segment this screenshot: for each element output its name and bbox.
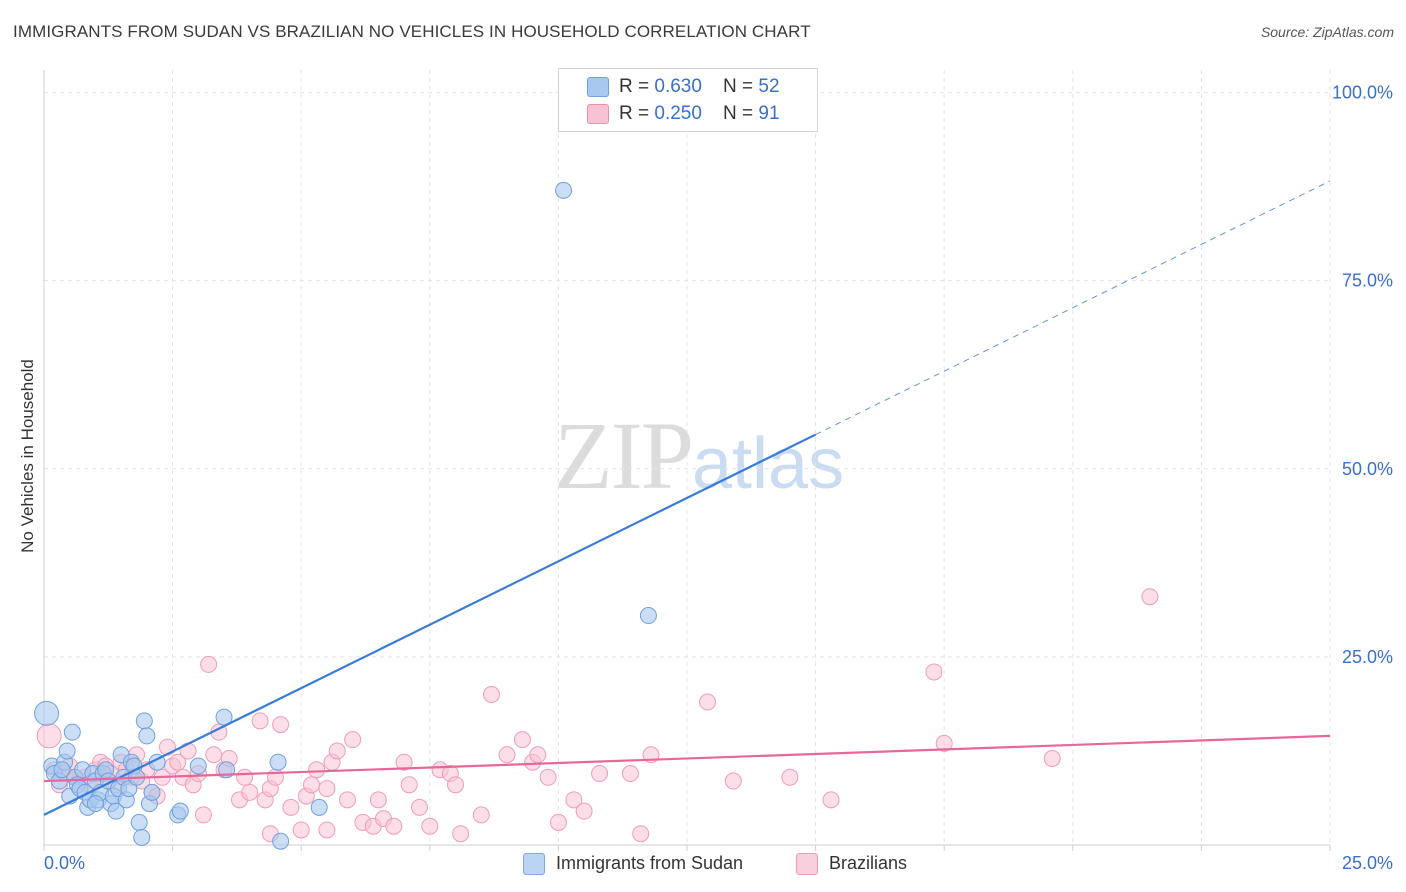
brazil-point bbox=[400, 776, 418, 794]
x-tick-label: 0.0% bbox=[44, 853, 85, 873]
sudan-point bbox=[269, 753, 287, 771]
chart-title: IMMIGRANTS FROM SUDAN VS BRAZILIAN NO VE… bbox=[13, 22, 811, 41]
brazil-point bbox=[328, 742, 346, 760]
sudan-point bbox=[138, 727, 156, 745]
x-tick-label: 25.0% bbox=[1342, 853, 1393, 873]
brazil-point bbox=[591, 765, 609, 783]
sudan-trend-line bbox=[43, 433, 817, 816]
brazil-point bbox=[338, 791, 356, 809]
brazil-point bbox=[200, 655, 218, 673]
brazil-point bbox=[385, 817, 403, 835]
brazil-point bbox=[205, 746, 223, 764]
brazil-point bbox=[421, 817, 439, 835]
brazil-point bbox=[411, 798, 429, 816]
sudan-point bbox=[53, 761, 71, 779]
legend-r-value: 0.250 bbox=[654, 103, 702, 124]
brazil-point bbox=[935, 734, 953, 752]
brazil-point bbox=[318, 821, 336, 839]
brazil-point bbox=[539, 768, 557, 786]
brazil-point bbox=[483, 686, 501, 704]
sudan-point bbox=[130, 813, 148, 831]
brazil-point bbox=[302, 776, 320, 794]
brazil-point bbox=[1043, 749, 1061, 767]
brazil-point bbox=[575, 802, 593, 820]
brazil-point bbox=[158, 738, 176, 756]
sudan-point bbox=[107, 802, 125, 820]
brazil-point bbox=[513, 731, 531, 749]
brazil-point bbox=[344, 731, 362, 749]
brazil-point bbox=[549, 813, 567, 831]
brazil-point bbox=[292, 821, 310, 839]
y-tick-label: 25.0% bbox=[1342, 647, 1393, 667]
legend-n-label: N = bbox=[723, 76, 759, 97]
sudan-point bbox=[63, 723, 81, 741]
watermark: ZIPatlas bbox=[554, 400, 844, 511]
brazil-point bbox=[472, 806, 490, 824]
legend-n-value: 52 bbox=[758, 76, 780, 97]
brazil-point bbox=[565, 791, 583, 809]
brazil-point bbox=[632, 825, 650, 843]
bottom-legend-label-sudan: Immigrants from Sudan bbox=[556, 853, 744, 873]
bottom-legend-swatch-brazil bbox=[796, 853, 818, 875]
brazil-point bbox=[925, 663, 943, 681]
brazil-point bbox=[452, 825, 470, 843]
brazil-point bbox=[724, 772, 742, 790]
sudan-point bbox=[555, 181, 573, 199]
brazil-point bbox=[621, 765, 639, 783]
brazil-point bbox=[1141, 588, 1159, 606]
watermark-atlas: atlas bbox=[692, 424, 845, 504]
brazil-point bbox=[169, 753, 187, 771]
y-tick-label: 50.0% bbox=[1342, 459, 1393, 479]
sudan-point bbox=[34, 700, 60, 726]
sudan-point bbox=[58, 742, 76, 760]
bottom-legend-swatch-sudan bbox=[523, 853, 545, 875]
brazil-point bbox=[318, 780, 336, 798]
brazil-point bbox=[369, 791, 387, 809]
brazil-point bbox=[822, 791, 840, 809]
legend-r-label: R = bbox=[619, 76, 655, 97]
brazil-point bbox=[781, 768, 799, 786]
correlation-legend: R = 0.630 N = 52 R = 0.250 N = 91 bbox=[558, 68, 818, 132]
sudan-point bbox=[135, 712, 153, 730]
brazil-point bbox=[529, 746, 547, 764]
sudan-trend-extension bbox=[815, 180, 1331, 435]
sudan-point bbox=[639, 607, 657, 625]
sudan-point bbox=[133, 828, 151, 846]
brazil-point bbox=[498, 746, 516, 764]
brazil-trend-line bbox=[43, 734, 1331, 783]
sudan-point bbox=[310, 798, 328, 816]
brazil-point bbox=[194, 806, 212, 824]
watermark-zip: ZIP bbox=[554, 402, 694, 509]
brazil-point bbox=[236, 768, 254, 786]
brazil-point bbox=[272, 716, 290, 734]
legend-swatch-brazil bbox=[587, 104, 609, 124]
brazil-point bbox=[282, 798, 300, 816]
bottom-legend-label-brazil: Brazilians bbox=[829, 853, 908, 873]
brazil-point bbox=[699, 693, 717, 711]
legend-r-label: R = bbox=[619, 103, 655, 124]
y-tick-label: 75.0% bbox=[1342, 271, 1393, 291]
brazil-point bbox=[447, 776, 465, 794]
sudan-point bbox=[171, 802, 189, 820]
legend-swatch-sudan bbox=[587, 77, 609, 97]
y-tick-label: 100.0% bbox=[1332, 83, 1393, 103]
brazil-point bbox=[395, 753, 413, 771]
brazil-point bbox=[179, 742, 197, 760]
brazil-point bbox=[36, 723, 62, 749]
sudan-point bbox=[189, 757, 207, 775]
legend-r-value: 0.630 bbox=[654, 76, 702, 97]
source-label: Source: ZipAtlas.com bbox=[1260, 24, 1394, 40]
legend-n-value: 91 bbox=[758, 103, 780, 124]
brazil-point bbox=[251, 712, 269, 730]
sudan-point bbox=[143, 783, 161, 801]
legend-n-label: N = bbox=[723, 103, 759, 124]
sudan-point bbox=[86, 795, 104, 813]
sudan-point bbox=[272, 832, 290, 850]
brazil-point bbox=[241, 783, 259, 801]
brazil-point bbox=[308, 761, 326, 779]
